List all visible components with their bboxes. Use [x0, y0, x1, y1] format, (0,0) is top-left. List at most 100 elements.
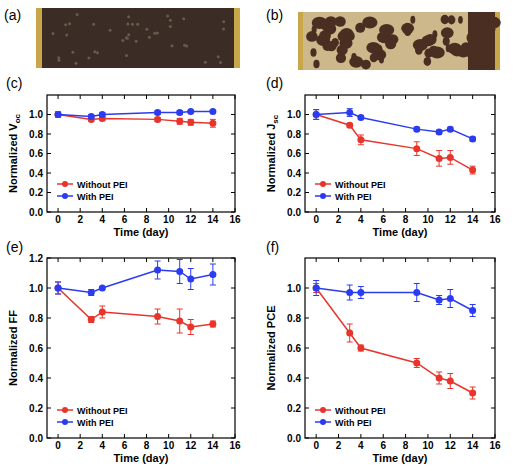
x-tick — [495, 258, 496, 262]
y-tick-label: 1.0 — [29, 109, 43, 120]
error-bar — [55, 282, 61, 294]
x-tick — [427, 95, 428, 99]
error-bar — [436, 296, 442, 305]
x-tick — [80, 208, 81, 212]
photo-speck — [126, 23, 129, 26]
x-tick — [58, 258, 59, 262]
x-tick — [338, 258, 339, 262]
legend-swatch — [62, 193, 68, 199]
error-bar — [155, 261, 161, 279]
photo — [298, 12, 501, 70]
error-bar — [436, 151, 442, 167]
y-axis-title: Normalized PCE — [265, 306, 277, 391]
error-bar — [447, 151, 453, 165]
y-tick — [231, 258, 235, 259]
photo-patch — [313, 60, 319, 69]
y-tick — [491, 192, 495, 193]
photo-speck — [57, 59, 60, 62]
y-tick — [305, 173, 309, 174]
photo-patch — [349, 56, 363, 68]
x-tick-label: 12 — [185, 440, 197, 451]
error-bar — [210, 321, 216, 327]
marker — [55, 285, 62, 292]
x-tick-label: 8 — [403, 440, 409, 451]
y-tick — [47, 438, 51, 439]
error-bar — [177, 118, 183, 124]
marker — [187, 108, 194, 115]
error-bar — [414, 284, 420, 302]
y-tick — [231, 153, 235, 154]
x-tick — [124, 258, 125, 262]
y-tick — [305, 438, 309, 439]
marker — [469, 135, 476, 142]
marker — [176, 318, 183, 325]
photo-speck — [51, 32, 54, 35]
error-bar — [358, 345, 364, 351]
photo-speck — [109, 29, 112, 32]
x-tick — [168, 208, 169, 212]
x-tick — [190, 434, 191, 438]
x-tick — [80, 434, 81, 438]
marker — [436, 129, 443, 136]
error-bar — [313, 110, 319, 120]
x-tick-label: 0 — [313, 214, 319, 225]
photo-speck — [76, 13, 79, 16]
x-tick-label: 14 — [207, 214, 219, 225]
y-tick — [491, 114, 495, 115]
error-bar — [447, 374, 453, 389]
marker — [209, 108, 216, 115]
marker — [413, 126, 420, 133]
x-tick — [450, 258, 451, 262]
x-tick — [102, 208, 103, 212]
x-tick — [212, 208, 213, 212]
photo-body — [36, 8, 240, 68]
legend-label: Without PEI — [335, 180, 385, 190]
y-tick — [47, 173, 51, 174]
x-tick-label: 2 — [77, 440, 83, 451]
y-tick — [491, 378, 495, 379]
y-tick — [47, 408, 51, 409]
marker — [313, 285, 320, 292]
legend-swatch — [320, 407, 326, 413]
error-bar — [436, 372, 442, 384]
photo-speck — [75, 62, 78, 65]
y-tick — [305, 348, 309, 349]
x-tick — [495, 208, 496, 212]
y-tick — [231, 173, 235, 174]
marker — [154, 116, 161, 123]
y-tick — [231, 318, 235, 319]
photo-patch — [326, 41, 337, 51]
photo-speck — [127, 33, 130, 36]
y-tick — [47, 153, 51, 154]
x-tick — [212, 95, 213, 99]
panel-label: (b) — [266, 7, 283, 23]
photo-patch — [325, 16, 337, 27]
series-line — [58, 288, 213, 327]
y-tick — [231, 212, 235, 213]
chart: (d)02468101214160.00.20.40.60.81.0Time (… — [265, 75, 501, 238]
error-bar — [347, 109, 353, 117]
legend-swatch — [320, 181, 326, 187]
photo-edge — [234, 8, 240, 68]
x-tick-label: 4 — [100, 440, 106, 451]
y-tick — [305, 114, 309, 115]
error-bar — [88, 290, 94, 296]
x-tick — [405, 258, 406, 262]
y-tick — [491, 288, 495, 289]
error-bar — [347, 324, 353, 342]
photo-speck — [204, 61, 207, 64]
x-tick-label: 8 — [144, 214, 150, 225]
photo-speck — [121, 39, 124, 42]
x-tick — [190, 258, 191, 262]
photo-patch — [312, 26, 317, 34]
photo-patch — [441, 27, 454, 38]
x-tick — [190, 208, 191, 212]
photo-patch — [379, 24, 394, 36]
x-tick — [146, 434, 147, 438]
error-bar — [55, 282, 61, 294]
y-tick — [305, 288, 309, 289]
x-tick — [168, 95, 169, 99]
y-tick-label: 0.4 — [29, 168, 43, 179]
x-tick — [383, 208, 384, 212]
photo-speck — [217, 55, 220, 58]
